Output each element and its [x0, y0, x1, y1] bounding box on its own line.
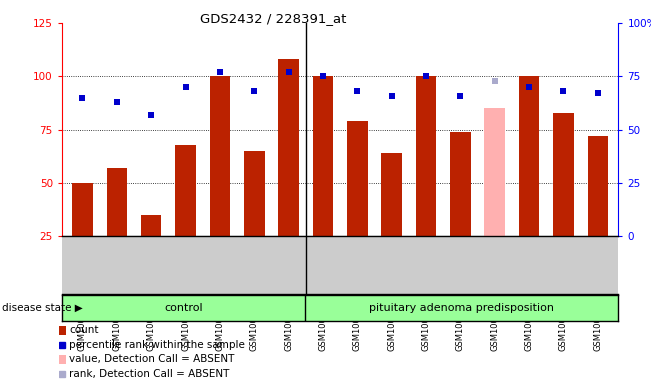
Text: control: control: [164, 303, 203, 313]
Bar: [381, 153, 402, 290]
Bar: [416, 76, 436, 290]
Bar: [347, 121, 368, 290]
Text: value, Detection Call = ABSENT: value, Detection Call = ABSENT: [69, 354, 234, 364]
Text: percentile rank within the sample: percentile rank within the sample: [69, 340, 245, 350]
Bar: [141, 215, 161, 290]
Bar: [278, 59, 299, 290]
Bar: [587, 136, 608, 290]
Bar: [312, 76, 333, 290]
Text: rank, Detection Call = ABSENT: rank, Detection Call = ABSENT: [69, 369, 229, 379]
Bar: [244, 151, 264, 290]
Text: GDS2432 / 228391_at: GDS2432 / 228391_at: [201, 12, 346, 25]
Text: pituitary adenoma predisposition: pituitary adenoma predisposition: [369, 303, 555, 313]
Bar: [519, 76, 540, 290]
Bar: [484, 108, 505, 290]
Text: disease state ▶: disease state ▶: [2, 303, 83, 313]
Bar: [210, 76, 230, 290]
Bar: [175, 144, 196, 290]
Text: count: count: [69, 325, 98, 335]
Bar: [72, 183, 92, 290]
Bar: [553, 113, 574, 290]
Bar: [450, 132, 471, 290]
Bar: [107, 168, 127, 290]
